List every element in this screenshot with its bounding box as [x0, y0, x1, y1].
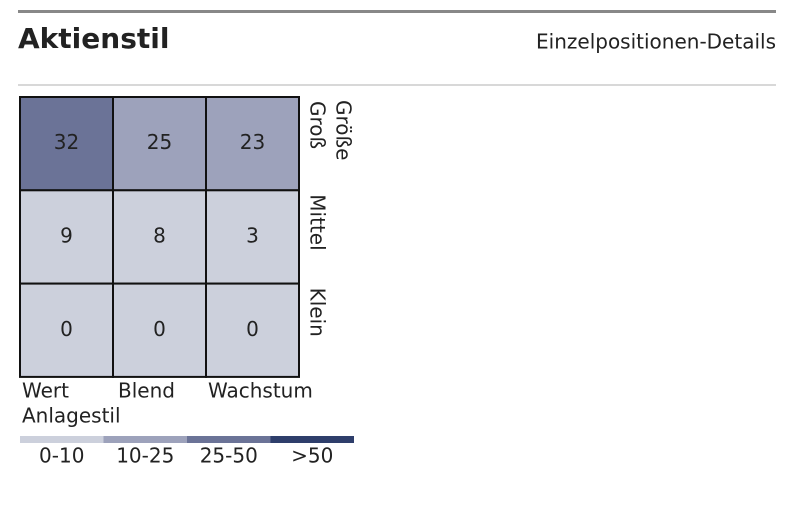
row-label: Klein: [306, 288, 330, 337]
row-label: Mittel: [306, 194, 330, 250]
legend-label: 10-25: [116, 444, 174, 468]
row-label: Groß: [306, 101, 330, 149]
column-label: Wert: [22, 379, 69, 403]
cell-value: 8: [153, 223, 166, 247]
cell-value: 25: [147, 130, 172, 154]
cell: [205, 189, 300, 285]
legend-swatch: [103, 436, 187, 443]
legend-label: 0-10: [39, 444, 84, 468]
cell-value: 23: [240, 130, 265, 154]
cell-value: 32: [54, 130, 79, 154]
details-link[interactable]: Einzelpositionen-Details: [536, 30, 776, 54]
legend-label: >50: [291, 444, 333, 468]
title: Aktienstil: [18, 22, 169, 55]
column-label: Wachstum: [208, 379, 313, 403]
column-label: Blend: [118, 379, 175, 403]
legend-label: 25-50: [200, 444, 258, 468]
cell: [112, 96, 207, 192]
cell-value: 9: [60, 223, 73, 247]
legend-swatch: [270, 436, 354, 443]
cell-value: 0: [60, 317, 73, 341]
legend-swatch: [20, 436, 104, 443]
x-axis-label: Anlagestil: [22, 404, 121, 428]
top-rule: [18, 10, 776, 13]
cell-value: 0: [153, 317, 166, 341]
cell-value: 3: [246, 223, 259, 247]
cell: [205, 282, 300, 378]
cell-value: 0: [246, 317, 259, 341]
legend-swatch: [187, 436, 271, 443]
y-axis-label: Größe: [332, 100, 356, 160]
